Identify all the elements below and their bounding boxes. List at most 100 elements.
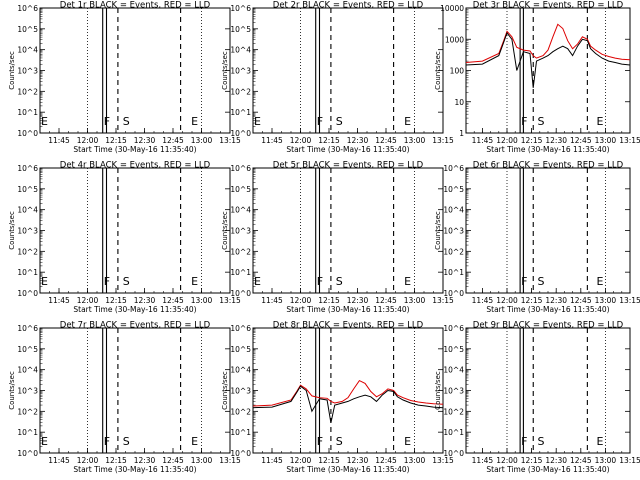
y-axis-label: Counts/sec xyxy=(8,211,16,250)
y-axis-label: Counts/sec xyxy=(221,371,229,410)
x-tick-label: 12:15 xyxy=(521,136,543,145)
y-axis-label: Counts/sec xyxy=(8,371,16,410)
x-tick-label: 12:00 xyxy=(290,296,312,305)
y-tick-label: 10^3 xyxy=(17,227,38,236)
x-tick-label: 12:45 xyxy=(162,456,184,465)
x-tick-label: 13:00 xyxy=(404,456,426,465)
x-tick-label: 12:00 xyxy=(77,456,99,465)
panel-det-1r: Det 1r BLACK = Events, RED = LLD 11:45 12:… xyxy=(8,1,241,155)
event-marker-label: F xyxy=(521,115,527,128)
x-tick-label: 12:45 xyxy=(162,296,184,305)
event-marker-label: F xyxy=(317,435,323,448)
event-marker-label: S xyxy=(336,435,343,448)
y-tick-label: 10^4 xyxy=(17,46,38,55)
series-line-black xyxy=(465,31,631,88)
y-tick-label: 10^4 xyxy=(230,366,251,375)
x-tick-label: 12:00 xyxy=(290,136,312,145)
x-tick-label: 13:15 xyxy=(219,456,241,465)
x-tick-label: 12:00 xyxy=(77,136,99,145)
y-tick-label: 10^5 xyxy=(443,185,464,194)
x-tick-label: 12:30 xyxy=(545,136,567,145)
x-tick-label: 11:45 xyxy=(261,456,283,465)
x-tick-label: 12:30 xyxy=(347,136,369,145)
y-tick-label: 10^2 xyxy=(17,407,38,416)
y-tick-label: 10^0 xyxy=(443,449,464,458)
y-tick-label: 10^4 xyxy=(443,366,464,375)
x-tick-label: 12:45 xyxy=(570,456,592,465)
x-tick-label: 12:30 xyxy=(347,456,369,465)
y-axis-label: Counts/sec xyxy=(221,51,229,90)
x-tick-label: 12:15 xyxy=(521,296,543,305)
x-tick-label: 12:45 xyxy=(375,136,397,145)
panel-det-5r: Det 5r BLACK = Events, RED = LLD 11:45 12:… xyxy=(221,161,454,315)
y-tick-label: 10^4 xyxy=(230,206,251,215)
y-tick-label: 10^1 xyxy=(443,268,464,277)
x-tick-label: 13:00 xyxy=(191,136,213,145)
y-tick-label: 10^6 xyxy=(443,164,464,173)
event-marker-label: E xyxy=(254,275,261,288)
event-marker-label: F xyxy=(317,115,323,128)
event-marker-label: S xyxy=(336,275,343,288)
x-tick-label: 13:15 xyxy=(619,456,640,465)
y-tick-label: 10^6 xyxy=(443,324,464,333)
event-marker-label: F xyxy=(521,435,527,448)
x-tick-label: 11:45 xyxy=(261,296,283,305)
x-tick-label: 13:15 xyxy=(619,296,640,305)
x-axis-label: Start Time (30-May-16 11:35:40) xyxy=(286,145,409,154)
x-tick-label: 12:30 xyxy=(545,296,567,305)
event-marker-label: E xyxy=(404,435,411,448)
x-tick-label: 11:45 xyxy=(261,136,283,145)
x-tick-label: 11:45 xyxy=(48,296,70,305)
x-tick-label: 12:30 xyxy=(134,136,156,145)
x-tick-label: 13:15 xyxy=(219,136,241,145)
event-marker-label: S xyxy=(123,115,130,128)
y-tick-label: 10^6 xyxy=(230,324,251,333)
y-tick-label: 10^2 xyxy=(230,407,251,416)
x-tick-label: 13:15 xyxy=(219,296,241,305)
x-tick-label: 12:30 xyxy=(347,296,369,305)
y-tick-label: 10^1 xyxy=(230,108,251,117)
x-tick-label: 12:15 xyxy=(105,456,127,465)
panel-det-8r: Det 8r BLACK = Events, RED = LLD 11:45 12:… xyxy=(221,321,454,475)
event-marker-label: F xyxy=(317,275,323,288)
x-tick-label: 12:45 xyxy=(162,136,184,145)
y-axis-label: Counts/sec xyxy=(434,211,442,250)
y-tick-label: 10^6 xyxy=(230,4,251,13)
y-tick-label: 10^5 xyxy=(230,185,251,194)
x-tick-label: 12:30 xyxy=(134,296,156,305)
x-tick-label: 13:00 xyxy=(404,136,426,145)
y-tick-label: 10^0 xyxy=(443,289,464,298)
x-tick-label: 13:15 xyxy=(432,296,454,305)
x-tick-label: 12:15 xyxy=(318,456,340,465)
y-tick-label: 10^1 xyxy=(443,428,464,437)
y-tick-label: 10^2 xyxy=(443,247,464,256)
event-marker-label: E xyxy=(597,275,604,288)
panel-title: Det 4r BLACK = Events, RED = LLD xyxy=(60,161,211,171)
y-tick-label: 10^1 xyxy=(17,108,38,117)
x-tick-label: 13:00 xyxy=(191,456,213,465)
x-axis-label: Start Time (30-May-16 11:35:40) xyxy=(73,145,196,154)
x-tick-label: 12:15 xyxy=(318,136,340,145)
x-axis-label: Start Time (30-May-16 11:35:40) xyxy=(73,305,196,314)
x-tick-label: 12:15 xyxy=(318,296,340,305)
event-marker-label: E xyxy=(404,275,411,288)
x-tick-label: 12:15 xyxy=(105,136,127,145)
x-tick-label: 11:45 xyxy=(472,136,494,145)
y-tick-label: 10^5 xyxy=(230,345,251,354)
x-tick-label: 12:00 xyxy=(496,296,518,305)
y-tick-label: 10^5 xyxy=(230,25,251,34)
y-tick-label: 10^4 xyxy=(443,206,464,215)
event-marker-label: E xyxy=(41,435,48,448)
y-tick-label: 10^0 xyxy=(230,449,251,458)
event-marker-label: F xyxy=(104,435,110,448)
y-axis-label: Counts/sec xyxy=(434,371,442,410)
series-line-red xyxy=(465,23,631,63)
panel-title: Det 8r BLACK = Events, RED = LLD xyxy=(273,321,424,331)
y-tick-label: 10^5 xyxy=(443,345,464,354)
x-tick-label: 12:45 xyxy=(375,296,397,305)
y-tick-label: 10^0 xyxy=(17,289,38,298)
panel-title: Det 5r BLACK = Events, RED = LLD xyxy=(273,161,424,171)
y-tick-label: 10^6 xyxy=(230,164,251,173)
